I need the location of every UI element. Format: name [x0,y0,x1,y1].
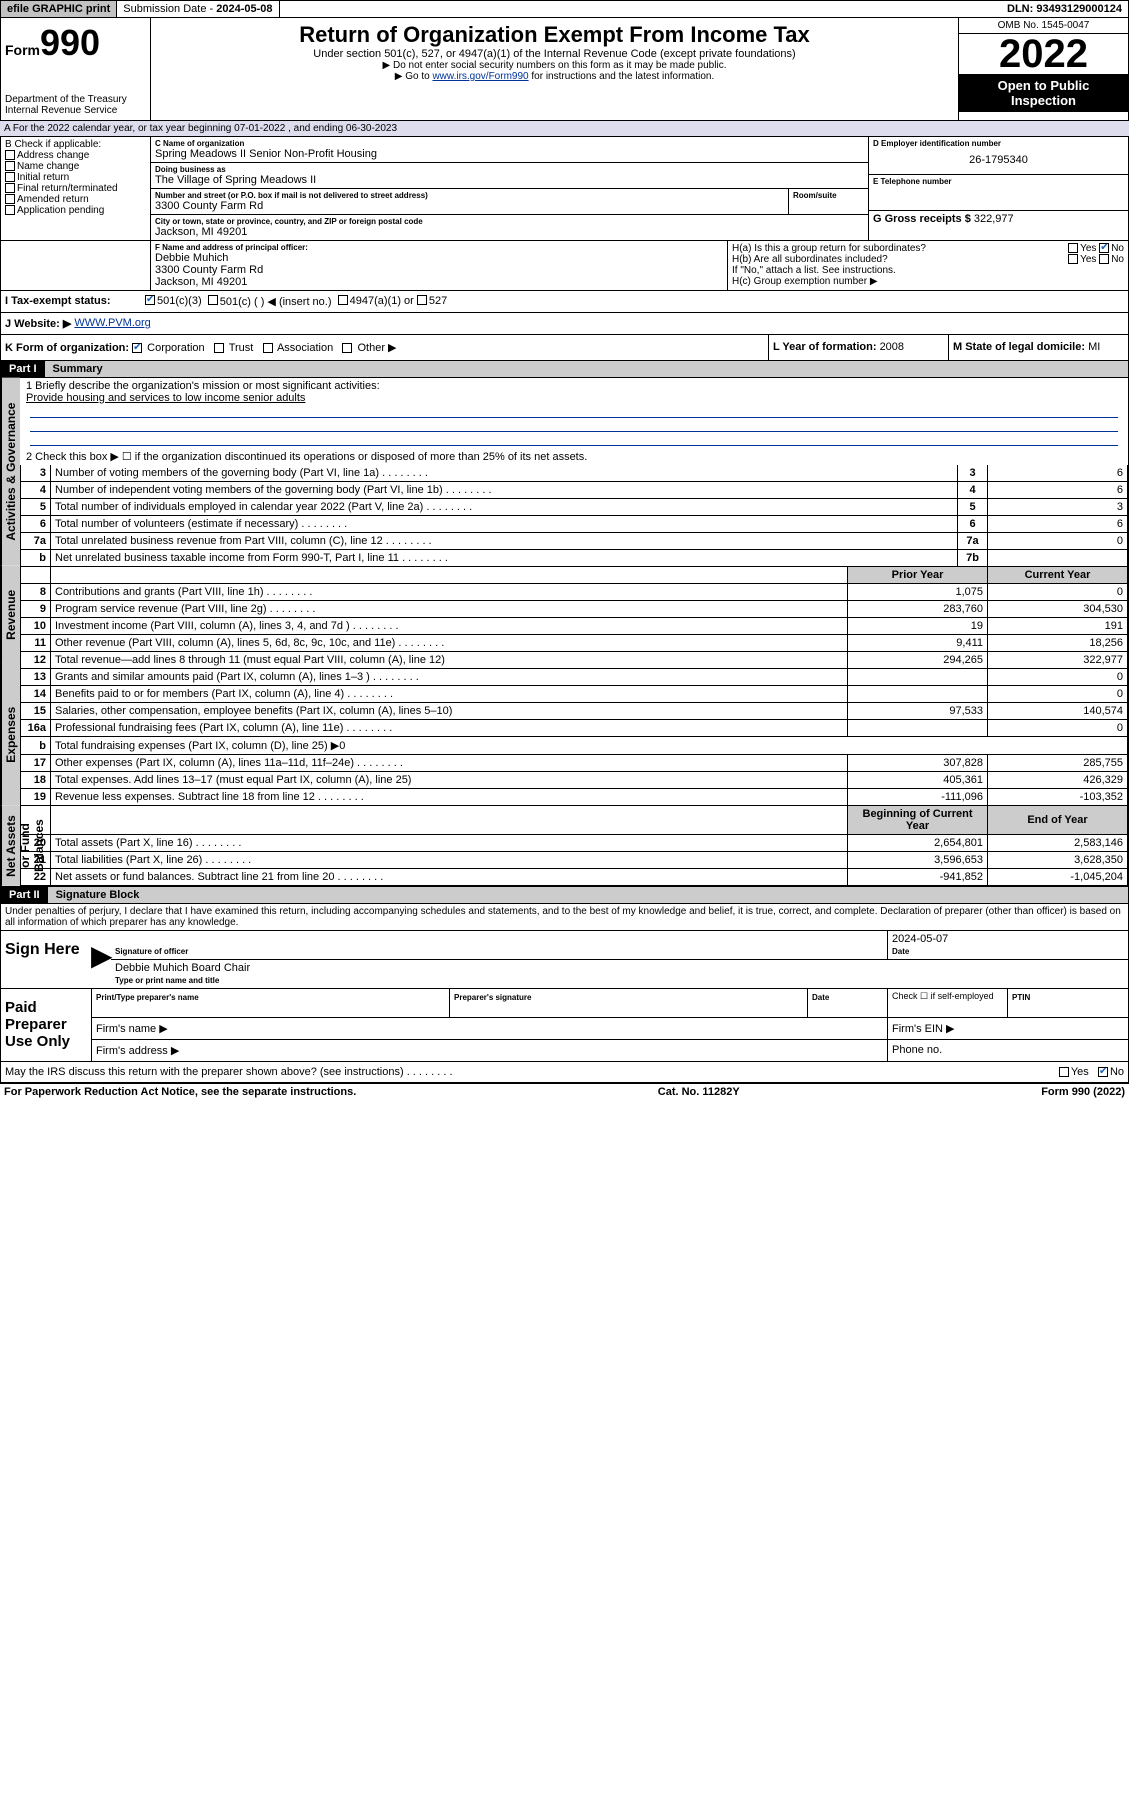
efile-print-button[interactable]: efile GRAPHIC print [1,1,117,17]
website-link[interactable]: WWW.PVM.org [74,317,150,330]
dln: DLN: 93493129000124 [1001,1,1128,17]
part2-header: Part II Signature Block [0,887,1129,904]
checkbox-501c3[interactable] [145,295,155,305]
row-i: I Tax-exempt status: 501(c)(3) 501(c) ( … [0,291,1129,313]
org-name: Spring Meadows II Senior Non-Profit Hous… [155,148,864,160]
netassets-table: Beginning of Current YearEnd of Year 20T… [20,806,1128,886]
discuss-row: May the IRS discuss this return with the… [0,1062,1129,1083]
block-b-title: B Check if applicable: [5,139,146,150]
row-b-c-d: B Check if applicable: Address change Na… [0,137,1129,241]
mission-text: Provide housing and services to low inco… [26,392,1122,404]
top-bar: efile GRAPHIC print Submission Date - 20… [0,0,1129,18]
header-mid: Return of Organization Exempt From Incom… [151,18,958,120]
submission-date: Submission Date - 2024-05-08 [117,1,279,17]
governance-table: 3Number of voting members of the governi… [20,465,1128,567]
section-a-tax-year: A For the 2022 calendar year, or tax yea… [0,121,1129,137]
irs-link[interactable]: www.irs.gov/Form990 [432,71,528,82]
ein-label: D Employer identification number [873,139,1124,148]
row-j: J Website: ▶ WWW.PVM.org [0,313,1129,335]
part1-body: Activities & Governance Revenue Expenses… [0,378,1129,887]
signature-block: Under penalties of perjury, I declare th… [0,904,1129,1062]
ein-value: 26-1795340 [873,148,1124,172]
row-f-h: F Name and address of principal officer:… [0,241,1129,291]
form-header: Form990 Department of the Treasury Inter… [0,18,1129,121]
revenue-table: Prior YearCurrent Year 8Contributions an… [20,567,1128,669]
header-right: OMB No. 1545-0047 2022 Open to PublicIns… [958,18,1128,120]
row-klm: K Form of organization: Corporation Trus… [0,335,1129,361]
vtab-revenue: Revenue [1,566,20,664]
vtab-expenses: Expenses [1,663,20,806]
form-title: Return of Organization Exempt From Incom… [155,22,954,48]
vtab-net-assets: Net Assets or Fund Balances [1,806,20,886]
header-left: Form990 Department of the Treasury Inter… [1,18,151,120]
expenses-table: 13Grants and similar amounts paid (Part … [20,669,1128,806]
vtab-governance: Activities & Governance [1,378,20,566]
footer: For Paperwork Reduction Act Notice, see … [0,1083,1129,1100]
part1-header: Part I Summary [0,361,1129,378]
